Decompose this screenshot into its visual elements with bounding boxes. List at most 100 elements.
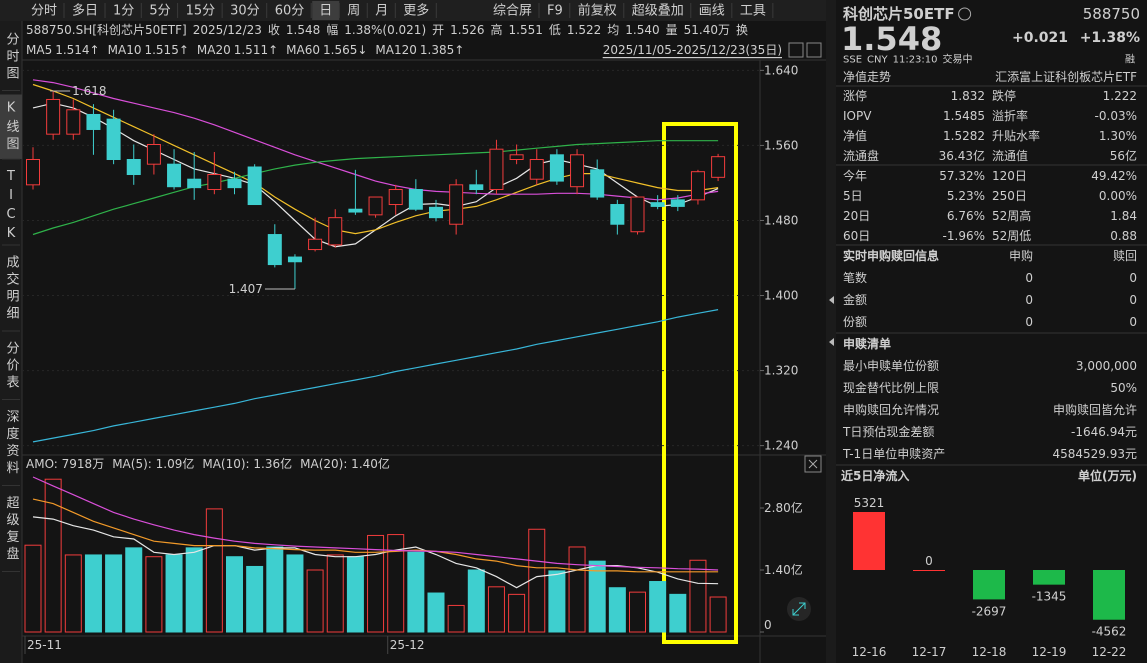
sidebar-item[interactable]: 成交明细 bbox=[4, 255, 20, 323]
sidebar-item[interactable]: 分时图 bbox=[4, 32, 20, 83]
candle-body bbox=[207, 174, 222, 191]
toolbar-bg bbox=[0, 0, 826, 21]
toolbar-tab[interactable]: 月 bbox=[375, 4, 388, 19]
ma-line bbox=[32, 140, 719, 236]
field-label: 净值 bbox=[843, 128, 867, 143]
field-label: 流通盘 bbox=[843, 148, 879, 163]
toolbar-tab[interactable]: 超级叠加 bbox=[632, 4, 684, 19]
toolbar-tab[interactable]: 5分 bbox=[149, 4, 170, 19]
quote-field: 开 bbox=[432, 23, 444, 37]
volume-bar bbox=[105, 554, 123, 633]
candle-body bbox=[267, 234, 282, 266]
quote-field: 收 bbox=[268, 23, 280, 37]
volume-bar bbox=[64, 554, 82, 633]
field-value: 1.30% bbox=[1099, 129, 1137, 143]
y-tick-label: 2.80亿 bbox=[764, 500, 803, 515]
status-field: CNY bbox=[867, 55, 888, 66]
field-value: 36.43亿 bbox=[939, 148, 985, 163]
quote-field: 1.38%(0.021) bbox=[344, 23, 426, 37]
field-label: 最小申赎单位份额 bbox=[843, 358, 939, 373]
flow-bar bbox=[853, 512, 885, 570]
wp-button[interactable] bbox=[806, 42, 822, 58]
toolbar-tab[interactable]: 多日 bbox=[72, 3, 98, 19]
close-icon bbox=[808, 459, 818, 469]
toolbar-tab[interactable]: 综合屏 bbox=[493, 4, 532, 19]
candle-body bbox=[66, 109, 81, 135]
sidebar-item[interactable]: 分价表 bbox=[4, 341, 20, 392]
fund-fullname: 汇添富上证科创板芯片ETF bbox=[995, 69, 1137, 84]
legend-entry: AMO: 7918万 bbox=[26, 457, 104, 471]
sidebar-item[interactable]: TICK bbox=[4, 169, 19, 245]
legend-name: MA10 bbox=[108, 43, 142, 57]
field-label: 现金替代比例上限 bbox=[843, 380, 939, 395]
chart-unit: 单位(万元) bbox=[1078, 468, 1137, 483]
toolbar-tab[interactable]: 更多 bbox=[403, 3, 429, 19]
y-tick-label: 1.640 bbox=[764, 63, 798, 77]
highlight-box bbox=[662, 122, 738, 644]
quote-field: 588750.SH[科创芯片50ETF] bbox=[26, 23, 187, 37]
volume-bar bbox=[568, 546, 586, 633]
field-value: 0 bbox=[1025, 315, 1033, 329]
close-button[interactable] bbox=[804, 455, 822, 473]
candle-body bbox=[429, 206, 443, 219]
sidebar-item[interactable]: 深度资料 bbox=[4, 410, 20, 478]
volume-bar bbox=[185, 547, 203, 633]
volume-bar bbox=[709, 596, 727, 633]
field-label: 今年 bbox=[843, 168, 867, 183]
toolbar-tab[interactable]: 工具 bbox=[740, 4, 766, 19]
candle-body bbox=[308, 238, 323, 251]
volume-bar bbox=[689, 559, 707, 633]
y-tick-label: 1.480 bbox=[764, 213, 798, 227]
volume-bar bbox=[24, 544, 42, 633]
field-value: 0.00% bbox=[1099, 189, 1137, 203]
splitter-arrow[interactable] bbox=[829, 296, 834, 346]
toolbar-tab[interactable]: F9 bbox=[547, 4, 563, 19]
y-tick-label: 1.40亿 bbox=[764, 562, 803, 577]
toolbar-tab[interactable]: 前复权 bbox=[578, 3, 617, 19]
candle-body bbox=[570, 154, 585, 188]
toolbar-tab[interactable]: 1分 bbox=[113, 4, 134, 19]
field-value: 0 bbox=[1025, 293, 1033, 307]
splitter[interactable] bbox=[826, 0, 836, 663]
legend-name: MA5 bbox=[26, 43, 52, 57]
fund-code: 588750 bbox=[1083, 5, 1140, 23]
field-value: 1.832 bbox=[951, 89, 985, 103]
legend-entry: MA(5): 1.09亿 bbox=[112, 456, 194, 471]
legend-entry: MA(10): 1.36亿 bbox=[202, 456, 292, 471]
x-tick-label: 12-17 bbox=[912, 645, 947, 659]
toolbar-tab[interactable]: 周 bbox=[347, 4, 360, 19]
toolbar-tab[interactable]: 30分 bbox=[230, 4, 260, 19]
field-label: 申购赎回允许情况 bbox=[843, 402, 939, 417]
field-value: 4584529.93元 bbox=[1052, 447, 1137, 461]
candle-body bbox=[287, 256, 302, 263]
field-value: 1.222 bbox=[1103, 89, 1137, 103]
sidebar-item[interactable]: 超级复盘 bbox=[4, 496, 20, 564]
toolbar-tab[interactable]: 分时 bbox=[31, 4, 57, 19]
data-label: -2697 bbox=[972, 604, 1007, 618]
status-field: SSE bbox=[843, 55, 862, 66]
toolbar-tab[interactable]: 日 bbox=[319, 4, 332, 19]
field-label: 溢折率 bbox=[992, 108, 1028, 123]
candle-body bbox=[146, 143, 161, 165]
status-field: 交易中 bbox=[943, 53, 973, 66]
candle-body bbox=[328, 217, 343, 246]
y-tick-label: 1.240 bbox=[764, 439, 798, 453]
field-value: 1.5485 bbox=[943, 109, 985, 123]
volume-bar bbox=[548, 570, 566, 633]
data-label: 5321 bbox=[854, 496, 885, 510]
data-label: -4562 bbox=[1092, 625, 1127, 639]
toolbar-tab[interactable]: 60分 bbox=[275, 4, 305, 19]
toolbar-tab[interactable]: 画线 bbox=[699, 4, 725, 19]
x-tick-label: 12-19 bbox=[1032, 645, 1067, 659]
y-tick-label: 1.400 bbox=[764, 289, 798, 303]
toolbar-tab[interactable]: 15分 bbox=[186, 4, 216, 19]
flow-bar bbox=[913, 570, 945, 571]
change-pct: +1.38% bbox=[1080, 30, 1140, 46]
y-tick-label: 0 bbox=[764, 618, 772, 632]
candle-body bbox=[449, 184, 464, 225]
volume-bar bbox=[669, 593, 687, 633]
sidebar-item[interactable]: K线图 bbox=[4, 101, 20, 154]
settings-button[interactable] bbox=[788, 42, 804, 58]
candle-body bbox=[650, 202, 665, 207]
quote-field: 高 bbox=[491, 22, 503, 37]
